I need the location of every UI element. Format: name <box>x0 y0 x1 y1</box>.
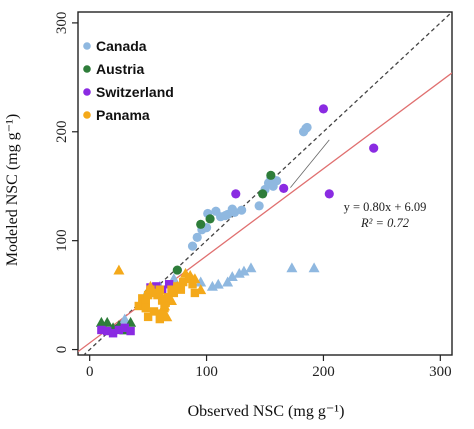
x-tick-label: 100 <box>195 364 218 380</box>
regression-equation: y = 0.80x + 6.09 <box>344 200 427 214</box>
austria-point-circle <box>172 265 182 275</box>
plot-frame <box>77 11 453 356</box>
panama-point-square <box>188 280 197 289</box>
y-axis-title: Modeled NSC (mg g⁻¹) <box>4 114 21 266</box>
canada-point-triangle <box>119 313 131 324</box>
panama-point-square <box>178 277 188 287</box>
y-tick-label: 300 <box>54 12 70 35</box>
canada-point-triangle <box>195 276 207 287</box>
canada-point-circle <box>302 122 312 133</box>
panama-point-triangle <box>154 287 166 298</box>
panama-point-triangle <box>113 264 125 275</box>
panama-point-triangle <box>161 311 173 322</box>
canada-point-circle <box>220 211 230 221</box>
panama-point-square <box>163 293 173 302</box>
panama-point-triangle <box>166 295 177 305</box>
austria-legend-label: Austria <box>96 61 144 77</box>
austria-point-circle <box>196 219 206 229</box>
switzerland-point-circle <box>324 189 334 199</box>
panama-point-square <box>134 301 143 311</box>
x-tick-label: 300 <box>429 364 452 380</box>
canada-point-triangle <box>245 262 257 273</box>
canada-point-circle <box>192 232 202 242</box>
panama-point-square <box>149 307 159 316</box>
canada-point-circle <box>254 201 264 211</box>
panama-point-square <box>141 303 150 313</box>
austria-point-circle <box>266 170 276 180</box>
canada-legend-label: Canada <box>96 38 147 54</box>
switzerland-point-circle <box>369 143 379 153</box>
annotation-pointer <box>290 139 330 188</box>
x-tick-label: 0 <box>86 364 94 380</box>
canada-point-triangle <box>308 262 320 273</box>
canada-point-circle <box>227 204 237 214</box>
y-tick-label: 200 <box>54 121 70 144</box>
austria-point-circle <box>258 189 268 199</box>
panama-point-square <box>190 288 200 298</box>
panama-point-triangle <box>158 300 170 311</box>
canada-point-triangle <box>212 278 224 289</box>
switzerland-legend-label: Switzerland <box>96 84 174 100</box>
y-tick-label: 0 <box>54 346 70 354</box>
plot-area: 0 100 200 300 0 100 200 300 y = 0.80x + 6.09 R² =… <box>54 11 453 380</box>
canada-point-triangle <box>226 271 238 281</box>
austria-legend-marker <box>83 65 91 73</box>
switzerland-point-square <box>164 280 174 289</box>
panama-point-square <box>141 296 150 305</box>
regression-r2: R² = 0.72 <box>360 216 409 230</box>
switzerland-point-square <box>120 323 129 332</box>
switzerland-point-square <box>108 329 118 338</box>
austria-point-circle <box>205 214 215 224</box>
switzerland-point-square <box>103 326 112 336</box>
panama-point-triangle <box>189 273 201 284</box>
x-axis-title: Observed NSC (mg g⁻¹) <box>188 403 345 420</box>
panama-point-square <box>143 312 153 322</box>
panama-legend-label: Panama <box>96 107 150 123</box>
canada-point-circle <box>237 205 247 215</box>
panama-point-square <box>155 314 165 324</box>
panama-point-square <box>143 290 153 300</box>
switzerland-point-square <box>126 326 135 336</box>
switzerland-point-circle <box>231 189 241 199</box>
austria-point-triangle <box>101 316 113 327</box>
canada-point-triangle <box>238 265 250 276</box>
x-tick-label: 200 <box>312 364 335 380</box>
panama-point-square <box>157 309 167 318</box>
legend: Canada Austria Switzerland Panama <box>83 38 174 123</box>
switzerland-point-circle <box>279 183 289 193</box>
switzerland-point-square <box>114 325 124 335</box>
canada-point-triangle <box>222 276 234 287</box>
canada-legend-marker <box>83 42 91 50</box>
y-tick-label: 100 <box>54 229 70 252</box>
switzerland-legend-marker <box>83 88 91 96</box>
panama-point-triangle <box>144 280 156 291</box>
panama-point-triangle <box>195 284 207 295</box>
canada-point-circle <box>187 241 198 251</box>
panama-point-square <box>169 288 179 298</box>
switzerland-point-circle <box>318 104 329 114</box>
switzerland-point-square <box>97 325 106 335</box>
panama-point-triangle <box>171 280 183 291</box>
canada-point-triangle <box>286 262 298 273</box>
panama-legend-marker <box>83 111 91 119</box>
